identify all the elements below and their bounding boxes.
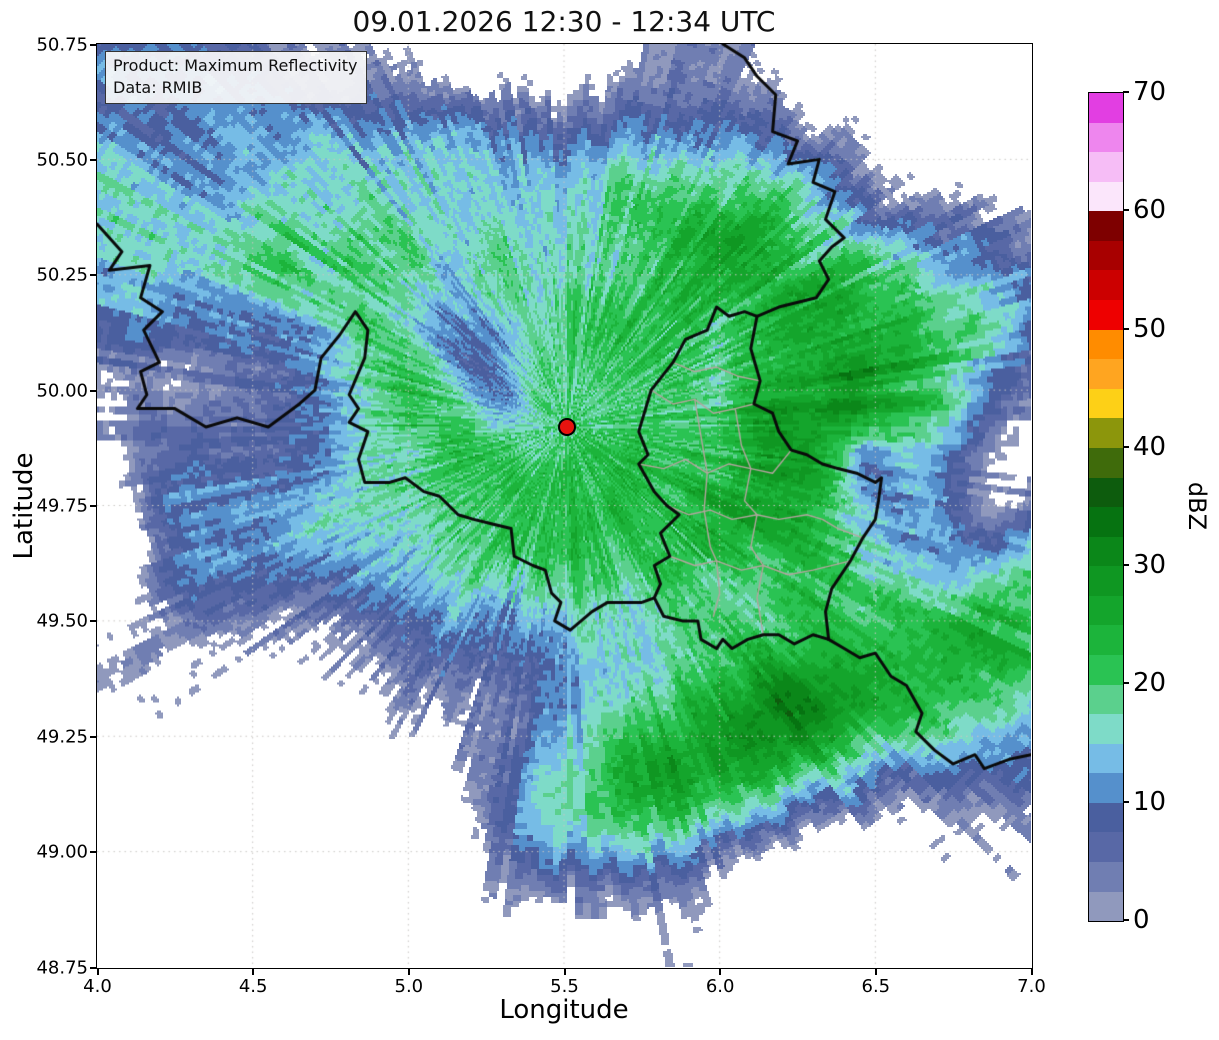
colorbar-segment <box>1089 536 1123 567</box>
colorbar-tick-mark <box>1123 682 1129 685</box>
colorbar-segment <box>1089 388 1123 419</box>
colorbar-tick-mark <box>1123 919 1129 921</box>
colorbar-tick-label: 0 <box>1133 905 1150 935</box>
y-tick-mark <box>89 389 97 392</box>
y-tick-mark <box>89 158 97 161</box>
y-tick-label: 49.75 <box>36 495 88 517</box>
colorbar-segment <box>1089 418 1123 448</box>
colorbar-segment <box>1089 122 1123 153</box>
y-tick-mark <box>89 505 97 507</box>
x-tick-mark <box>96 967 99 975</box>
colorbar-segment <box>1089 181 1123 212</box>
x-tick-label: 5.5 <box>550 976 579 997</box>
colorbar-segment <box>1089 566 1123 596</box>
x-tick-label: 6.0 <box>705 976 735 997</box>
colorbar-segment <box>1089 595 1123 626</box>
colorbar-tick-label: 30 <box>1133 550 1167 581</box>
product-info-line2: Data: RMIB <box>113 77 203 97</box>
y-tick-mark <box>89 966 97 969</box>
colorbar-tick-label: 70 <box>1133 77 1167 107</box>
colorbar-tick-mark <box>1123 800 1129 803</box>
x-tick-mark <box>252 967 255 975</box>
y-tick-label: 49.50 <box>36 610 88 632</box>
x-tick-mark <box>719 967 722 975</box>
colorbar-segment <box>1089 93 1123 123</box>
y-tick-label: 50.25 <box>36 264 88 286</box>
y-tick-label: 49.25 <box>36 726 88 748</box>
colorbar-segment <box>1089 329 1123 360</box>
x-tick-label: 6.5 <box>861 976 891 997</box>
chart-title: 09.01.2026 12:30 - 12:34 UTC <box>352 5 776 38</box>
colorbar-segment <box>1089 862 1123 892</box>
x-axis-label: Longitude <box>499 995 629 1025</box>
colorbar-segment <box>1089 270 1123 301</box>
x-tick-label: 4.0 <box>83 976 112 997</box>
colorbar-segment <box>1089 300 1123 330</box>
x-tick-label: 5.0 <box>394 976 424 997</box>
colorbar-segment <box>1089 802 1123 833</box>
colorbar-segment <box>1089 447 1123 478</box>
plot-area: Product: Maximum Reflectivity Data: RMIB <box>96 43 1033 969</box>
radar-site-marker <box>558 418 577 437</box>
colorbar-segment <box>1089 891 1123 922</box>
colorbar-tick-label: 60 <box>1133 195 1167 226</box>
x-tick-label: 7.0 <box>1017 976 1046 997</box>
y-tick-mark <box>89 43 97 46</box>
y-tick-mark <box>89 274 97 277</box>
colorbar-tick-label: 10 <box>1133 786 1167 817</box>
colorbar-segment <box>1089 507 1123 537</box>
colorbar-tick-mark <box>1123 327 1129 330</box>
colorbar-segment <box>1089 743 1123 774</box>
x-tick-label: 4.5 <box>238 976 268 997</box>
y-tick-label: 49.00 <box>36 841 88 863</box>
x-tick-mark <box>407 967 410 975</box>
colorbar-segment <box>1089 773 1123 803</box>
y-tick-mark <box>89 851 97 854</box>
colorbar-tick-label: 20 <box>1133 668 1167 699</box>
product-info-line1: Product: Maximum Reflectivity <box>113 56 358 75</box>
product-info-box: Product: Maximum Reflectivity Data: RMIB <box>105 51 368 105</box>
colorbar-tick-label: 40 <box>1133 431 1167 462</box>
y-tick-label: 50.00 <box>36 380 88 402</box>
colorbar-segment <box>1089 654 1123 685</box>
x-tick-mark <box>563 967 566 975</box>
colorbar <box>1088 92 1124 922</box>
y-tick-label: 48.75 <box>36 957 88 978</box>
colorbar-tick-mark <box>1123 445 1129 448</box>
y-tick-label: 50.75 <box>36 34 88 55</box>
colorbar-segment <box>1089 359 1123 389</box>
colorbar-tick-label: 50 <box>1133 313 1167 344</box>
colorbar-segment <box>1089 625 1123 655</box>
colorbar-segment <box>1089 832 1123 863</box>
colorbar-tick-mark <box>1123 209 1129 212</box>
colorbar-segment <box>1089 152 1123 182</box>
colorbar-tick-mark <box>1123 91 1129 93</box>
colorbar-segment <box>1089 211 1123 241</box>
x-tick-mark <box>874 967 877 975</box>
y-tick-mark <box>89 620 97 623</box>
colorbar-segment <box>1089 477 1123 508</box>
colorbar-segment <box>1089 714 1123 744</box>
colorbar-segment <box>1089 240 1123 271</box>
y-tick-label: 50.50 <box>36 149 88 171</box>
y-tick-mark <box>89 735 97 738</box>
map-overlay-canvas <box>97 44 1031 967</box>
colorbar-segment <box>1089 684 1123 715</box>
colorbar-label: dBZ <box>1183 481 1211 531</box>
x-tick-mark <box>1030 967 1033 975</box>
colorbar-tick-mark <box>1123 564 1129 567</box>
